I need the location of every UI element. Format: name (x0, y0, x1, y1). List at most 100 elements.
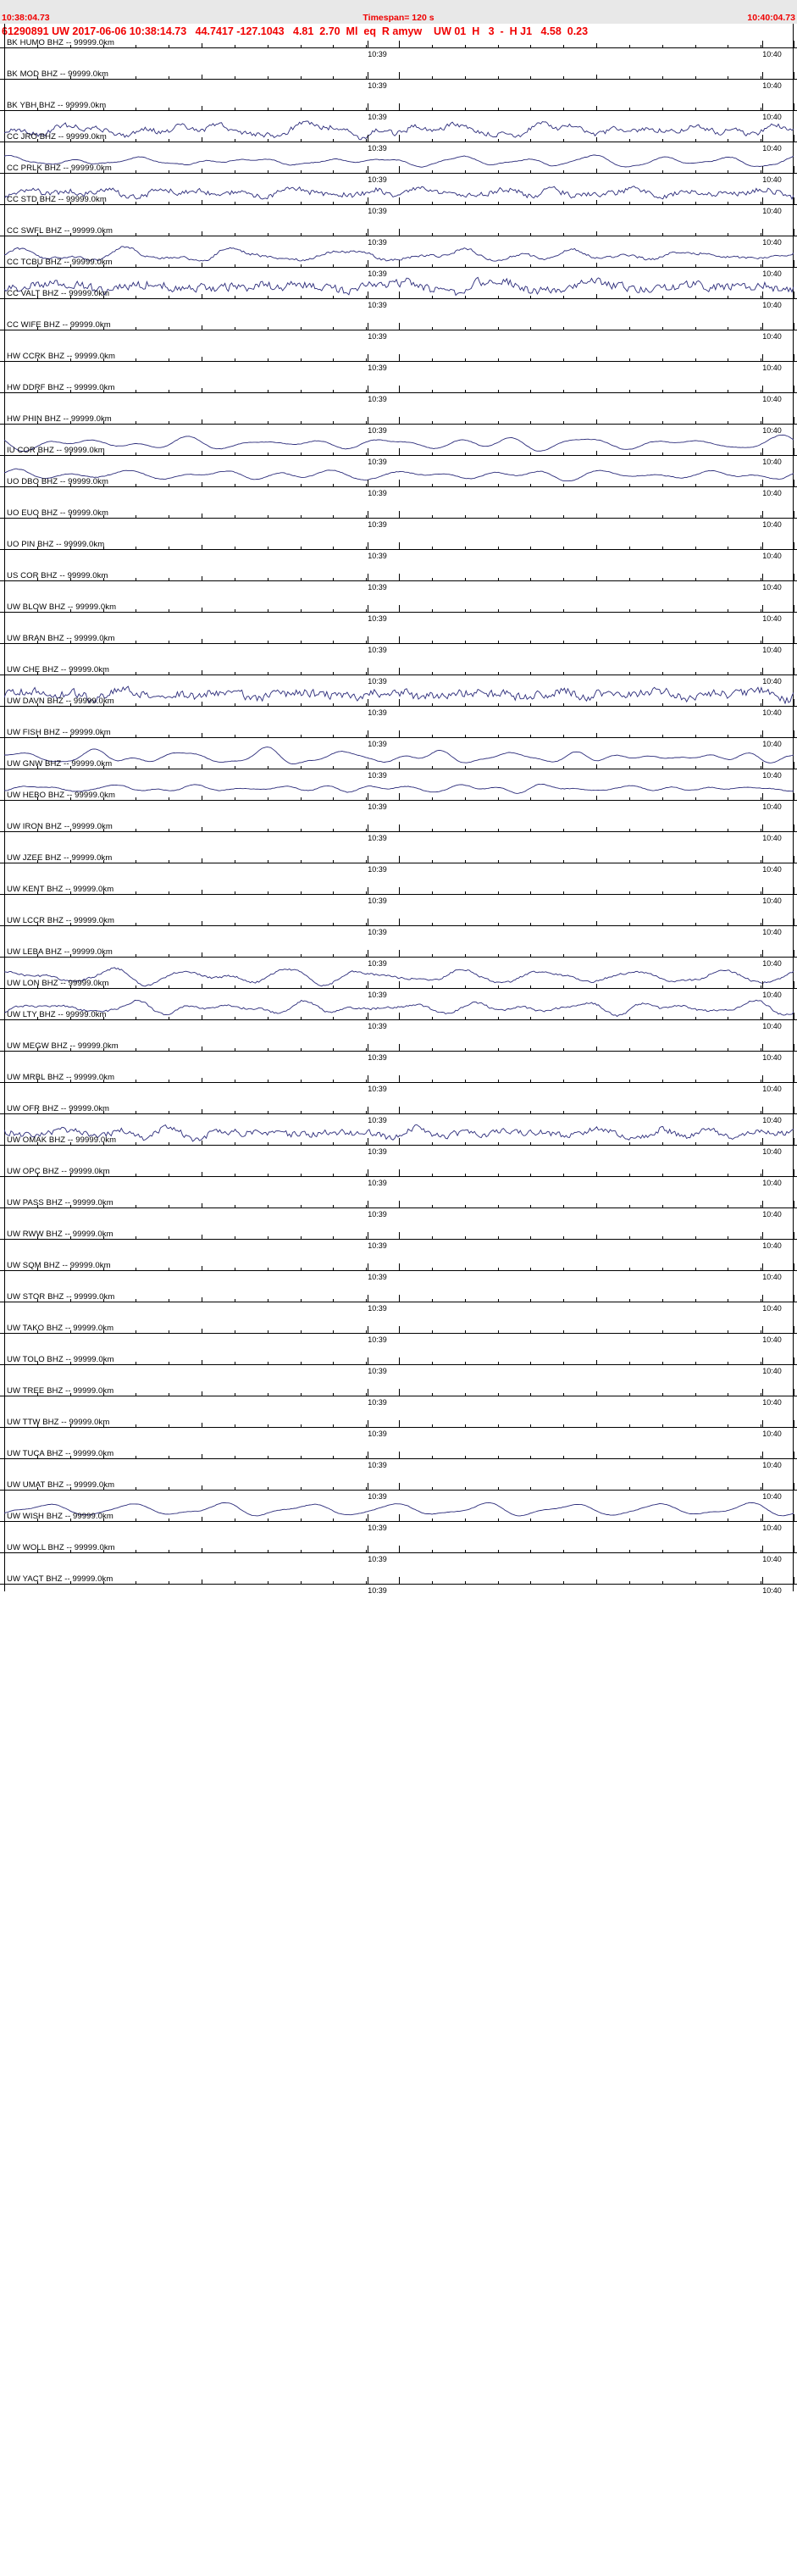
plot-right-border (793, 713, 794, 745)
plot-left-border (4, 1184, 5, 1215)
trace-row[interactable]: UW OMAK BHZ -- 99999.0km 10:39 10:40 (0, 1121, 797, 1156)
trace-row[interactable]: UW BLOW BHZ -- 99999.0km 10:39 10:40 (0, 588, 797, 623)
trace-row[interactable]: CC VALT BHZ -- 99999.0km 10:39 10:40 (0, 275, 797, 309)
trace-row[interactable]: UO EUO BHZ -- 99999.0km 10:39 10:40 (0, 494, 797, 529)
trace-row[interactable]: UW SQM BHZ -- 99999.0km 10:39 10:40 (0, 1246, 797, 1281)
trace-row[interactable]: UW RWW BHZ -- 99999.0km 10:39 10:40 (0, 1215, 797, 1250)
channel-label: CC STD BHZ -- 99999.0km (7, 195, 107, 204)
time-axis (0, 1145, 797, 1146)
plot-left-border (4, 713, 5, 745)
plot-left-border (4, 494, 5, 525)
trace-row[interactable]: UW MRBL BHZ -- 99999.0km 10:39 10:40 (0, 1058, 797, 1093)
trace-row[interactable]: BK YBH BHZ -- 99999.0km 10:39 10:40 (0, 86, 797, 121)
trace-row[interactable]: UW WISH BHZ -- 99999.0km 10:39 10:40 (0, 1497, 797, 1532)
minute-tick-label: 10:39 (368, 928, 387, 936)
trace-row[interactable]: US COR BHZ -- 99999.0km 10:39 10:40 (0, 557, 797, 591)
trace-row[interactable]: CC TCBU BHZ -- 99999.0km 10:39 10:40 (0, 243, 797, 278)
trace-row[interactable]: UW UMAT BHZ -- 99999.0km 10:39 10:40 (0, 1466, 797, 1501)
minute-tick-label: 10:39 (368, 1430, 387, 1438)
time-axis (0, 957, 797, 958)
time-axis (0, 580, 797, 581)
trace-row[interactable]: UW HEBO BHZ -- 99999.0km 10:39 10:40 (0, 776, 797, 811)
trace-row[interactable]: UW LCCR BHZ -- 99999.0km 10:39 10:40 (0, 902, 797, 936)
trace-row[interactable]: UW KENT BHZ -- 99999.0km 10:39 10:40 (0, 870, 797, 905)
trace-row[interactable]: IU COR BHZ -- 99999.0km 10:39 10:40 (0, 431, 797, 466)
trace-row[interactable]: UW OPC BHZ -- 99999.0km 10:39 10:40 (0, 1152, 797, 1187)
trace-row[interactable]: UW LEBA BHZ -- 99999.0km 10:39 10:40 (0, 933, 797, 968)
minute-tick-label: 10:39 (368, 552, 387, 560)
trace-row[interactable]: UW STOR BHZ -- 99999.0km 10:39 10:40 (0, 1278, 797, 1313)
trace-row[interactable]: CC JRO BHZ -- 99999.0km 10:39 10:40 (0, 118, 797, 153)
plot-left-border (4, 557, 5, 588)
trace-row[interactable]: CC SWFL BHZ -- 99999.0km 10:39 10:40 (0, 212, 797, 247)
trace-row[interactable]: CC WIFE BHZ -- 99999.0km 10:39 10:40 (0, 306, 797, 341)
trace-row[interactable]: BK MOD BHZ -- 99999.0km 10:39 10:40 (0, 55, 797, 90)
trace-row[interactable]: UW TUCA BHZ -- 99999.0km 10:39 10:40 (0, 1435, 797, 1469)
trace-row[interactable]: UW TOLO BHZ -- 99999.0km 10:39 10:40 (0, 1341, 797, 1375)
plot-right-border (793, 149, 794, 180)
trace-row[interactable]: UW YACT BHZ -- 99999.0km 10:39 10:40 (0, 1560, 797, 1595)
trace-row[interactable]: UW OFR BHZ -- 99999.0km 10:39 10:40 (0, 1090, 797, 1124)
time-axis (0, 79, 797, 80)
trace-row[interactable]: UW JZEE BHZ -- 99999.0km 10:39 10:40 (0, 839, 797, 874)
time-axis (0, 549, 797, 550)
minute-tick-label: 10:40 (762, 81, 782, 90)
waveform-trace (4, 1497, 794, 1522)
trace-row[interactable]: UW MEGW BHZ -- 99999.0km 10:39 10:40 (0, 1027, 797, 1062)
plot-left-border (4, 1560, 5, 1591)
minute-tick-label: 10:39 (368, 1085, 387, 1093)
trace-row[interactable]: UW FISH BHZ -- 99999.0km 10:39 10:40 (0, 713, 797, 748)
trace-row[interactable]: UW BRAN BHZ -- 99999.0km 10:39 10:40 (0, 619, 797, 654)
trace-row[interactable]: UW GNW BHZ -- 99999.0km 10:39 10:40 (0, 745, 797, 780)
minute-tick-label: 10:40 (762, 50, 782, 58)
time-axis (0, 1552, 797, 1553)
plot-left-border (4, 1246, 5, 1278)
minute-tick-label: 10:40 (762, 959, 782, 968)
trace-row[interactable]: UW CHE BHZ -- 99999.0km 10:39 10:40 (0, 651, 797, 686)
plot-left-border (4, 525, 5, 557)
time-axis (0, 1239, 797, 1240)
trace-row[interactable]: HW CCRK BHZ -- 99999.0km 10:39 10:40 (0, 337, 797, 372)
minute-tick-label: 10:39 (368, 113, 387, 121)
trace-row[interactable]: UW DAVN BHZ -- 99999.0km 10:39 10:40 (0, 682, 797, 717)
channel-label: IU COR BHZ -- 99999.0km (7, 446, 105, 455)
trace-row[interactable]: HW DDRF BHZ -- 99999.0km 10:39 10:40 (0, 369, 797, 403)
minute-tick-label: 10:40 (762, 928, 782, 936)
trace-row[interactable]: HW PHIN BHZ -- 99999.0km 10:39 10:40 (0, 400, 797, 435)
channel-label: UW RWW BHZ -- 99999.0km (7, 1230, 113, 1239)
trace-row[interactable]: BK HUMO BHZ -- 99999.0km 10:39 10:40 (0, 24, 797, 58)
trace-row[interactable]: UO DBO BHZ -- 99999.0km 10:39 10:40 (0, 463, 797, 497)
trace-row[interactable]: UW PASS BHZ -- 99999.0km 10:39 10:40 (0, 1184, 797, 1219)
minute-tick-label: 10:39 (368, 1304, 387, 1313)
trace-row[interactable]: CC PRLK BHZ -- 99999.0km 10:39 10:40 (0, 149, 797, 184)
plot-right-border (793, 1058, 794, 1090)
channel-label: UW FISH BHZ -- 99999.0km (7, 728, 111, 737)
channel-label: US COR BHZ -- 99999.0km (7, 571, 108, 580)
plot-left-border (4, 1372, 5, 1403)
trace-row[interactable]: UW LTY BHZ -- 99999.0km 10:39 10:40 (0, 996, 797, 1030)
trace-row[interactable]: CC STD BHZ -- 99999.0km 10:39 10:40 (0, 180, 797, 215)
channel-label: UO PIN BHZ -- 99999.0km (7, 540, 105, 549)
trace-row[interactable]: UW LON BHZ -- 99999.0km 10:39 10:40 (0, 964, 797, 999)
time-axis (0, 1584, 797, 1585)
plot-right-border (793, 1341, 794, 1372)
channel-label: UW DAVN BHZ -- 99999.0km (7, 697, 114, 706)
minute-tick-label: 10:39 (368, 1273, 387, 1281)
plot-left-border (4, 212, 5, 243)
trace-row[interactable]: UO PIN BHZ -- 99999.0km 10:39 10:40 (0, 525, 797, 560)
trace-row[interactable]: UW TREE BHZ -- 99999.0km 10:39 10:40 (0, 1372, 797, 1407)
plot-left-border (4, 306, 5, 337)
minute-tick-label: 10:40 (762, 1430, 782, 1438)
trace-row[interactable]: UW WOLL BHZ -- 99999.0km 10:39 10:40 (0, 1529, 797, 1563)
plot-left-border (4, 1152, 5, 1184)
plot-right-border (793, 1435, 794, 1466)
time-axis (0, 800, 797, 801)
trace-row[interactable]: UW TAKO BHZ -- 99999.0km 10:39 10:40 (0, 1309, 797, 1344)
trace-row[interactable]: UW TTW BHZ -- 99999.0km 10:39 10:40 (0, 1403, 797, 1438)
minute-tick-label: 10:39 (368, 1335, 387, 1344)
plot-right-border (793, 964, 794, 996)
trace-row[interactable]: UW IRON BHZ -- 99999.0km 10:39 10:40 (0, 808, 797, 842)
plot-left-border (4, 682, 5, 713)
minute-tick-label: 10:40 (762, 144, 782, 153)
channel-label: HW PHIN BHZ -- 99999.0km (7, 414, 112, 424)
